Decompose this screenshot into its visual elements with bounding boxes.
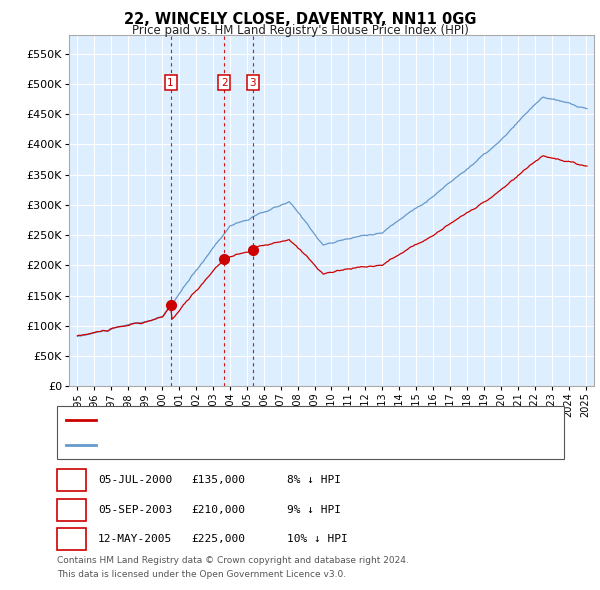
Text: 1: 1 [167, 78, 174, 88]
Text: £210,000: £210,000 [191, 505, 245, 514]
Text: 1: 1 [68, 474, 75, 487]
Text: Contains HM Land Registry data © Crown copyright and database right 2024.: Contains HM Land Registry data © Crown c… [57, 556, 409, 565]
Text: 12-MAY-2005: 12-MAY-2005 [98, 535, 172, 544]
Text: 9% ↓ HPI: 9% ↓ HPI [287, 505, 341, 514]
Text: 10% ↓ HPI: 10% ↓ HPI [287, 535, 347, 544]
Text: 2: 2 [221, 78, 227, 88]
Text: 05-SEP-2003: 05-SEP-2003 [98, 505, 172, 514]
Text: This data is licensed under the Open Government Licence v3.0.: This data is licensed under the Open Gov… [57, 571, 346, 579]
Text: 3: 3 [68, 533, 75, 546]
Text: 22, WINCELY CLOSE, DAVENTRY, NN11 0GG (detached house): 22, WINCELY CLOSE, DAVENTRY, NN11 0GG (d… [102, 415, 422, 425]
Text: 2: 2 [68, 503, 75, 516]
Text: £225,000: £225,000 [191, 535, 245, 544]
Text: 05-JUL-2000: 05-JUL-2000 [98, 476, 172, 485]
Text: 8% ↓ HPI: 8% ↓ HPI [287, 476, 341, 485]
Text: £135,000: £135,000 [191, 476, 245, 485]
Text: 3: 3 [250, 78, 256, 88]
Text: 22, WINCELY CLOSE, DAVENTRY, NN11 0GG: 22, WINCELY CLOSE, DAVENTRY, NN11 0GG [124, 12, 476, 27]
Text: HPI: Average price, detached house, West Northamptonshire: HPI: Average price, detached house, West… [102, 440, 419, 450]
Text: Price paid vs. HM Land Registry's House Price Index (HPI): Price paid vs. HM Land Registry's House … [131, 24, 469, 37]
